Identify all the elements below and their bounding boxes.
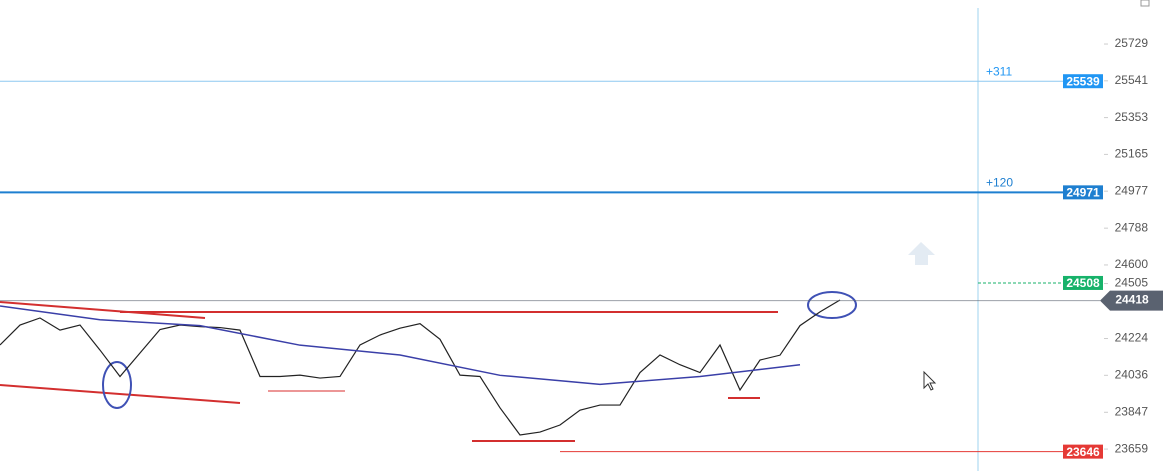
y-tick-label: 24505 bbox=[1115, 276, 1149, 290]
y-tick-label: 23659 bbox=[1115, 441, 1149, 455]
price-tag-label: 24971 bbox=[1066, 186, 1100, 200]
highlight-circle bbox=[807, 291, 857, 319]
trend-line bbox=[0, 301, 206, 319]
price-line bbox=[0, 299, 841, 436]
price-tag bbox=[1063, 74, 1103, 89]
level-label: +311 bbox=[986, 64, 1012, 78]
y-tick-label: 25729 bbox=[1115, 36, 1149, 50]
highlight-circle bbox=[102, 361, 132, 409]
y-tick-label: 25353 bbox=[1115, 110, 1149, 124]
price-tag-label: 23646 bbox=[1066, 445, 1100, 459]
y-tick-label: 24788 bbox=[1115, 220, 1149, 234]
trend-line bbox=[0, 384, 241, 404]
y-tick-label: 24036 bbox=[1115, 367, 1149, 381]
y-tick-label: 23847 bbox=[1115, 404, 1149, 418]
price-tag-label: 24508 bbox=[1066, 276, 1100, 290]
price-tag bbox=[1063, 444, 1103, 459]
y-tick-label: 24600 bbox=[1115, 257, 1149, 271]
arrow-icon bbox=[908, 242, 935, 265]
price-tag-label: 24418 bbox=[1115, 293, 1149, 307]
price-tag-label: 25539 bbox=[1066, 74, 1100, 88]
y-tick-label: 24977 bbox=[1115, 183, 1149, 197]
window-button[interactable] bbox=[1140, 0, 1150, 7]
price-tag bbox=[1063, 275, 1103, 290]
y-tick-label: 25165 bbox=[1115, 147, 1149, 161]
moving-average bbox=[0, 305, 801, 386]
y-tick-label: 24224 bbox=[1115, 331, 1149, 345]
level-label: +120 bbox=[986, 176, 1013, 190]
price-tag bbox=[1100, 290, 1163, 311]
price-tag bbox=[1063, 185, 1103, 200]
cursor bbox=[923, 370, 937, 391]
y-tick-label: 25541 bbox=[1115, 73, 1149, 87]
